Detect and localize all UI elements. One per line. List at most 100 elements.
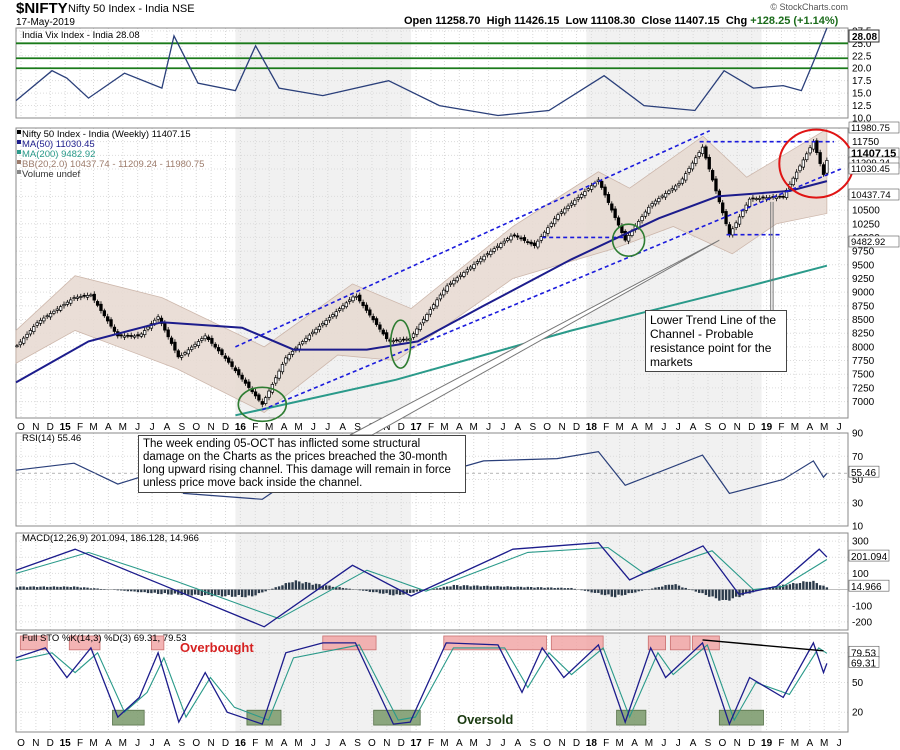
candle-body bbox=[176, 350, 180, 358]
macd-hist-bar bbox=[654, 587, 657, 590]
macd-hist-bar bbox=[590, 589, 593, 593]
macd-hist-bar bbox=[583, 589, 587, 591]
date-tick-label: M bbox=[791, 738, 799, 749]
candle-body bbox=[62, 304, 66, 307]
candle-body bbox=[569, 202, 574, 206]
candle-body bbox=[159, 317, 164, 324]
tick-label-price: 7500 bbox=[852, 370, 875, 381]
date-tick-label: A bbox=[339, 422, 346, 433]
panel-frame-vix bbox=[15, 27, 849, 119]
macd-hist-bar bbox=[15, 587, 19, 590]
candle-body bbox=[72, 297, 76, 299]
macd-hist-bar bbox=[311, 584, 314, 590]
tick-label-price: 9500 bbox=[852, 260, 875, 271]
date-tick-label: M bbox=[119, 422, 127, 433]
candle-body bbox=[304, 337, 308, 342]
macd-hist-bar bbox=[341, 588, 345, 590]
macd-hist-bar bbox=[661, 586, 664, 590]
candle-body bbox=[690, 162, 695, 170]
macd-hist-bar bbox=[361, 589, 365, 591]
tick-label-vix: 15.0 bbox=[852, 89, 872, 100]
tick-label-rsi: 30 bbox=[852, 498, 864, 509]
tick-label-vix: 20.0 bbox=[852, 64, 872, 75]
macd-hist-bar bbox=[529, 587, 533, 590]
oversold-label: Oversold bbox=[457, 712, 513, 727]
macd-legend: MACD(12,26,9) 201.094, 186.128, 14.966 bbox=[22, 533, 199, 544]
candle-body bbox=[721, 202, 725, 214]
candle-body bbox=[573, 199, 577, 205]
macd-hist-bar bbox=[556, 587, 560, 590]
macd-hist-bar bbox=[210, 589, 214, 597]
macd-hist-bar bbox=[482, 585, 486, 590]
candle-body bbox=[640, 216, 644, 222]
macd-hist-bar bbox=[792, 582, 795, 590]
candle-body bbox=[95, 301, 100, 306]
macd-hist-bar bbox=[506, 586, 509, 590]
date-tick-label: A bbox=[806, 422, 813, 433]
macd-hist-bar bbox=[815, 583, 818, 590]
candle-body bbox=[415, 328, 419, 335]
macd-hist-bar bbox=[691, 589, 694, 591]
brand-credit: © StockCharts.com bbox=[770, 2, 848, 12]
date-tick-label: D bbox=[222, 738, 229, 749]
date-tick-label: O bbox=[719, 738, 727, 749]
macd-hist-bar bbox=[630, 589, 634, 594]
macd-hist-bar bbox=[432, 588, 435, 590]
macd-hist-bar bbox=[187, 589, 190, 595]
date-tick-label: 18 bbox=[586, 738, 598, 749]
macd-hist-bar bbox=[86, 587, 89, 590]
date-tick-label: S bbox=[705, 422, 712, 433]
overbought-zone bbox=[68, 635, 101, 651]
candle-body bbox=[818, 152, 822, 164]
candle-body bbox=[482, 255, 486, 261]
macd-hist-bar bbox=[445, 586, 449, 590]
date-tick-label: M bbox=[440, 422, 448, 433]
macd-hist-bar bbox=[166, 589, 170, 595]
macd-hist-bar bbox=[593, 589, 597, 593]
candle-body bbox=[45, 315, 49, 318]
candle-body bbox=[28, 330, 33, 335]
macd-hist-bar bbox=[818, 585, 822, 590]
macd-hist-bar bbox=[479, 586, 482, 590]
candle-body bbox=[351, 296, 355, 302]
tick-label-vix: 17.5 bbox=[852, 76, 872, 87]
date-tick-label: S bbox=[705, 738, 712, 749]
macd-hist-bar bbox=[640, 589, 644, 591]
candle-body bbox=[536, 240, 540, 248]
candle-body bbox=[589, 185, 594, 190]
tick-label-vix: 12.5 bbox=[852, 101, 872, 112]
macd-hist-bar bbox=[301, 583, 304, 590]
macd-hist-bar bbox=[442, 586, 445, 590]
overbought-zone bbox=[669, 635, 691, 651]
macd-hist-bar bbox=[234, 589, 237, 597]
close-label: Close bbox=[641, 15, 672, 27]
macd-hist-bar bbox=[812, 580, 815, 590]
macd-hist-bar bbox=[540, 587, 543, 590]
candle-body bbox=[626, 235, 631, 242]
macd-hist-bar bbox=[130, 589, 133, 592]
candle-body bbox=[448, 282, 453, 285]
macd-hist-bar bbox=[72, 586, 76, 590]
highlight-circle-green bbox=[237, 386, 288, 423]
tick-label-price: 9250 bbox=[852, 274, 875, 285]
candle-body bbox=[724, 211, 728, 225]
macd-hist-bar bbox=[42, 586, 46, 590]
macd-hist-bar bbox=[365, 589, 368, 592]
candle-body bbox=[435, 299, 439, 307]
date-tick-label: S bbox=[529, 738, 536, 749]
macd-hist-bar bbox=[136, 589, 140, 593]
candle-body bbox=[354, 295, 359, 298]
candle-body bbox=[566, 205, 570, 209]
macd-hist-bar bbox=[711, 589, 714, 597]
macd-hist-bar bbox=[798, 582, 802, 590]
ticker-symbol: $NIFTY bbox=[16, 0, 68, 17]
candle-body bbox=[102, 310, 106, 317]
candle-body bbox=[707, 156, 711, 170]
candle-body bbox=[801, 159, 806, 168]
year-shade-macd bbox=[586, 533, 762, 630]
macd-hist-bar bbox=[519, 586, 523, 590]
candle-body bbox=[146, 326, 150, 330]
date-tick-label: J bbox=[501, 422, 506, 433]
tick-label-price: 10250 bbox=[852, 219, 880, 230]
candle-body bbox=[112, 326, 117, 332]
